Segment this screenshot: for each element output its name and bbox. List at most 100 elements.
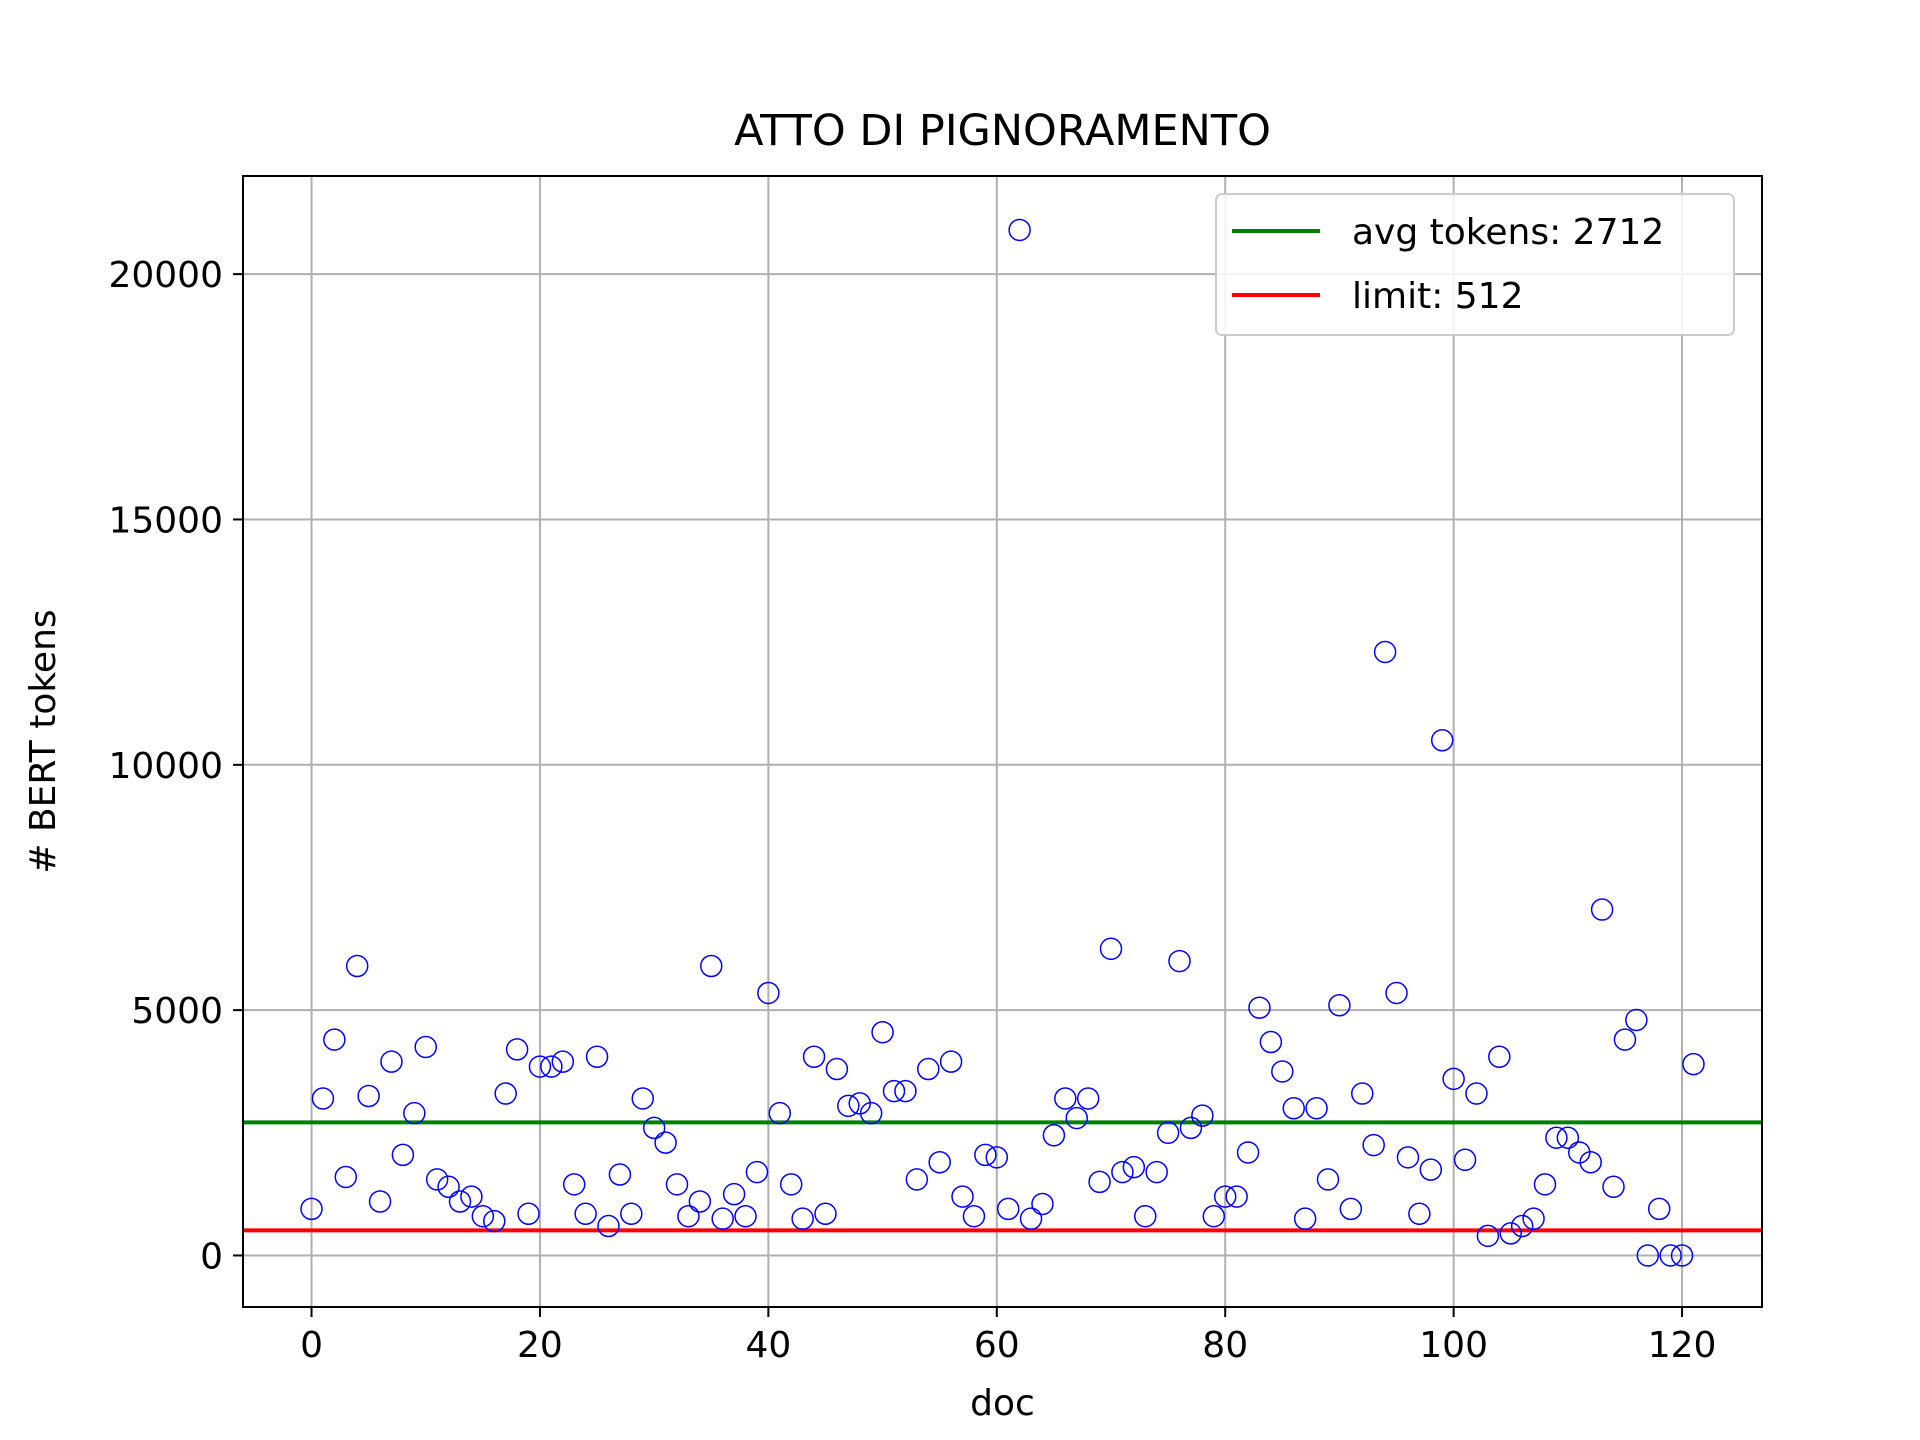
data-point bbox=[1522, 1207, 1545, 1230]
y-tick-label: 0 bbox=[200, 1236, 223, 1277]
data-point bbox=[1682, 1052, 1705, 1076]
data-point bbox=[734, 1204, 757, 1228]
data-point bbox=[1054, 1087, 1077, 1110]
data-point bbox=[1008, 218, 1031, 242]
data-point bbox=[951, 1185, 974, 1208]
data-point bbox=[1385, 981, 1408, 1005]
data-point bbox=[1031, 1192, 1054, 1216]
data-point bbox=[882, 1079, 906, 1103]
y-tick-label: 15000 bbox=[108, 500, 223, 541]
data-point bbox=[1499, 1222, 1522, 1245]
data-point bbox=[620, 1202, 643, 1226]
data-point bbox=[528, 1055, 552, 1078]
x-axis-label: doc bbox=[970, 1383, 1035, 1424]
data-point bbox=[1202, 1204, 1226, 1228]
data-point bbox=[1659, 1244, 1682, 1267]
data-point bbox=[1351, 1082, 1374, 1105]
legend: avg tokens: 2712 limit: 512 bbox=[1215, 193, 1735, 336]
reference-lines bbox=[243, 1120, 1762, 1233]
data-point bbox=[1533, 1173, 1557, 1196]
data-points bbox=[300, 218, 1705, 1267]
data-point bbox=[562, 1173, 586, 1196]
data-point bbox=[414, 1035, 437, 1059]
y-axis-label: # BERT tokens bbox=[23, 609, 64, 873]
data-point bbox=[1065, 1106, 1088, 1130]
data-point bbox=[357, 1084, 380, 1108]
data-point bbox=[1419, 1158, 1443, 1181]
data-point bbox=[517, 1202, 540, 1226]
data-point bbox=[1625, 1008, 1648, 1032]
data-point bbox=[460, 1185, 483, 1208]
data-point bbox=[814, 1202, 837, 1226]
data-point bbox=[1179, 1116, 1203, 1140]
data-point bbox=[631, 1087, 654, 1110]
data-point bbox=[711, 1207, 734, 1230]
data-point bbox=[1259, 1030, 1283, 1054]
data-point bbox=[1430, 729, 1454, 752]
data-point bbox=[1236, 1141, 1260, 1164]
data-point bbox=[1305, 1097, 1328, 1120]
data-point bbox=[894, 1079, 917, 1103]
data-point bbox=[1316, 1168, 1340, 1191]
data-point bbox=[1191, 1104, 1214, 1127]
data-point bbox=[551, 1050, 575, 1073]
data-point bbox=[1088, 1170, 1111, 1194]
data-point bbox=[380, 1050, 403, 1073]
data-point bbox=[791, 1207, 814, 1230]
data-point bbox=[1111, 1160, 1134, 1184]
x-tick-label: 40 bbox=[745, 1325, 791, 1366]
data-point bbox=[1168, 949, 1191, 973]
data-point bbox=[1248, 996, 1271, 1019]
data-point bbox=[1156, 1121, 1180, 1145]
data-point bbox=[494, 1082, 517, 1105]
data-point bbox=[837, 1094, 860, 1118]
data-point bbox=[391, 1143, 415, 1167]
data-point bbox=[985, 1146, 1009, 1169]
data-point bbox=[1042, 1124, 1066, 1147]
legend-avg-label: avg tokens: 2712 bbox=[1352, 212, 1664, 253]
data-point bbox=[1590, 898, 1614, 921]
data-point bbox=[1373, 640, 1397, 664]
data-point bbox=[1213, 1185, 1237, 1208]
data-point bbox=[1339, 1197, 1363, 1221]
data-point bbox=[403, 1101, 426, 1125]
data-point bbox=[871, 1020, 894, 1044]
data-point bbox=[859, 1101, 883, 1125]
x-tick-label: 80 bbox=[1202, 1325, 1248, 1366]
data-point bbox=[311, 1087, 335, 1110]
data-point bbox=[323, 1028, 346, 1051]
data-point bbox=[1293, 1207, 1317, 1230]
legend-limit-label: limit: 512 bbox=[1352, 276, 1523, 317]
data-point bbox=[1442, 1067, 1465, 1091]
data-point bbox=[1408, 1202, 1431, 1226]
data-point bbox=[471, 1204, 495, 1228]
data-point bbox=[1602, 1175, 1625, 1199]
data-point bbox=[425, 1168, 449, 1191]
data-point bbox=[1076, 1087, 1100, 1110]
x-tick-label: 100 bbox=[1419, 1325, 1488, 1366]
data-point bbox=[757, 981, 780, 1005]
data-point bbox=[1122, 1155, 1146, 1179]
legend-box bbox=[1215, 193, 1735, 336]
data-point bbox=[1556, 1126, 1580, 1149]
data-point bbox=[779, 1173, 803, 1196]
data-point bbox=[597, 1214, 620, 1238]
data-point bbox=[642, 1116, 666, 1140]
y-tick-label: 20000 bbox=[108, 255, 223, 296]
data-point bbox=[1282, 1097, 1305, 1120]
data-point bbox=[1271, 1060, 1294, 1083]
y-tick-label: 10000 bbox=[108, 746, 223, 787]
data-point bbox=[540, 1055, 563, 1078]
x-tick-label: 0 bbox=[300, 1325, 323, 1366]
data-point bbox=[1134, 1204, 1157, 1228]
data-point bbox=[825, 1057, 849, 1081]
x-tick-label: 20 bbox=[517, 1325, 563, 1366]
data-point bbox=[905, 1168, 929, 1191]
grid-lines bbox=[243, 176, 1762, 1307]
data-point bbox=[483, 1209, 506, 1233]
data-point bbox=[974, 1143, 997, 1167]
data-point bbox=[700, 954, 723, 978]
data-point bbox=[1510, 1214, 1534, 1238]
data-point bbox=[1670, 1244, 1694, 1267]
